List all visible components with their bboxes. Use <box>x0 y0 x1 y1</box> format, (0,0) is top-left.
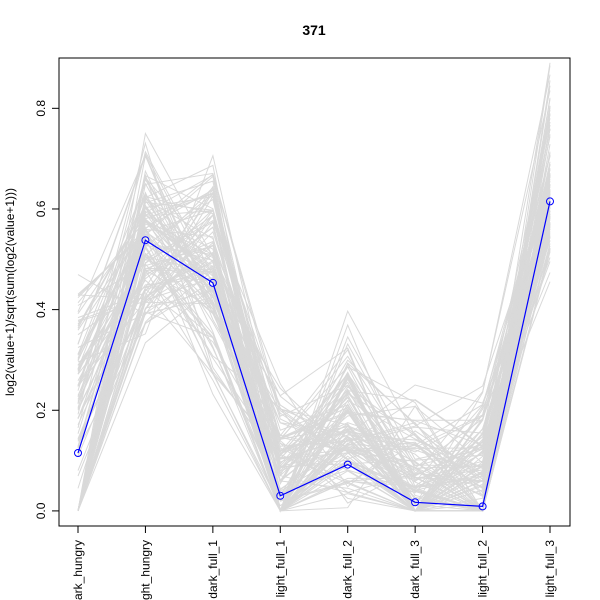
background-line <box>77 99 551 512</box>
series-point <box>546 197 554 206</box>
series-point <box>276 491 285 500</box>
background-line <box>77 187 551 512</box>
background-line <box>77 90 551 512</box>
background-line <box>77 184 551 512</box>
series-point <box>141 236 150 245</box>
background-line <box>77 195 551 512</box>
x-tick-label: light_full_1 <box>273 540 287 598</box>
y-tick-label: 0.8 <box>34 100 48 117</box>
background-line <box>77 109 551 512</box>
background-line <box>77 199 551 512</box>
background-line <box>77 175 551 512</box>
background-line <box>77 193 551 504</box>
x-tick-label: dark_full_3 <box>408 540 422 599</box>
x-tick-label: ark_hungry <box>71 540 85 600</box>
x-axis: ark_hungry ght_hungry dark_full_1 light_ful… <box>71 525 557 600</box>
background-line <box>77 114 551 512</box>
chart-title: 371 <box>302 22 326 38</box>
background-line <box>77 121 551 460</box>
x-tick-label: light_full_3 <box>543 540 557 598</box>
y-axis: 0.0 0.2 0.4 0.6 0.8 <box>34 100 60 519</box>
background-line <box>77 186 551 512</box>
y-axis-label: log2(value+1)/sqrt(sum(log2(value+1))) <box>3 188 17 396</box>
background-line <box>77 205 551 469</box>
x-tick-label: dark_full_1 <box>206 540 220 599</box>
x-tick-label: ght_hungry <box>138 540 152 600</box>
background-line <box>77 164 551 512</box>
y-tick-label: 0.4 <box>34 301 48 318</box>
background-line <box>77 173 551 512</box>
x-tick-label: dark_full_2 <box>341 540 355 599</box>
background-line <box>77 214 551 513</box>
background-line <box>77 206 551 513</box>
series-point <box>411 498 420 507</box>
background-line <box>77 150 551 513</box>
series-point <box>74 449 82 457</box>
background-line <box>77 194 551 512</box>
series-line <box>77 201 551 508</box>
x-tick-label: light_full_2 <box>476 540 490 598</box>
background-line <box>77 176 551 511</box>
y-tick-label: 0.6 <box>34 200 48 217</box>
background-line <box>77 250 551 512</box>
series-point <box>343 460 352 469</box>
series-point <box>478 502 487 511</box>
background-line <box>77 194 551 512</box>
highlighted-series <box>74 197 554 511</box>
y-tick-label: 0.0 <box>34 502 48 519</box>
series-point <box>208 278 217 287</box>
y-tick-label: 0.2 <box>34 402 48 419</box>
background-lines <box>77 62 551 513</box>
